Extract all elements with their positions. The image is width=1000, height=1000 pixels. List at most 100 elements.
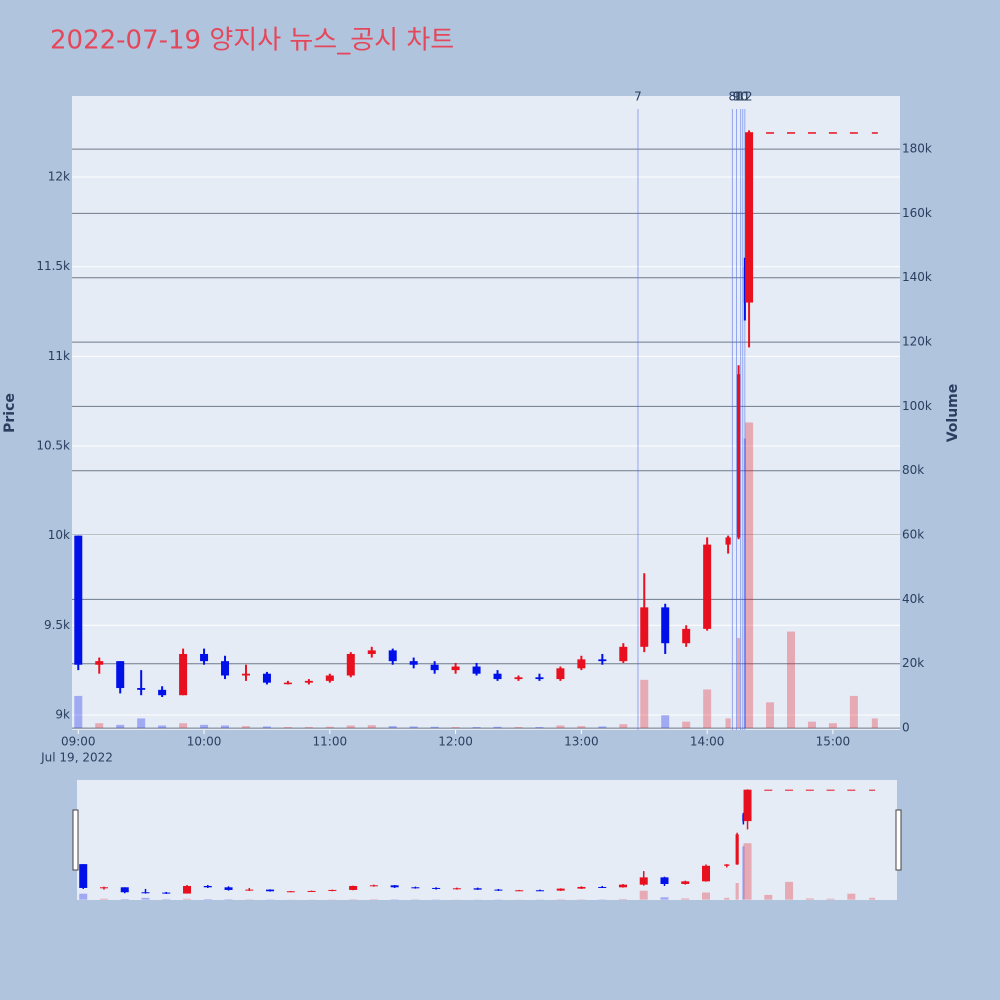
chart-title: 2022-07-19 양지사 뉴스_공시 차트	[50, 26, 454, 56]
slider-candle-body	[369, 885, 378, 887]
volume-bar	[430, 726, 439, 729]
volume-bar	[598, 726, 607, 729]
x-tick-label: 15:00	[816, 735, 851, 749]
candle-body	[849, 132, 858, 134]
news-marker-label: 7	[634, 90, 642, 104]
candle-body	[472, 666, 481, 674]
volume-bar	[871, 718, 878, 729]
candle-body	[95, 661, 104, 665]
candle-body	[828, 132, 837, 134]
slider-candle-body	[162, 892, 171, 894]
slider-candle-body	[556, 888, 565, 891]
candle-body	[262, 673, 271, 683]
slider-candle-body	[702, 865, 711, 882]
candle-body	[137, 688, 146, 690]
y-tick-label: 10.5k	[36, 438, 70, 452]
y2-tick-label: 0	[902, 721, 910, 735]
slider-candle-body	[826, 789, 835, 791]
candle-body	[493, 673, 502, 680]
candle-body	[200, 653, 209, 662]
y2-tick-label: 40k	[902, 592, 924, 606]
volume-bar	[451, 727, 460, 729]
slider-handle-right[interactable]	[895, 809, 902, 871]
slider-candle-body	[266, 889, 275, 892]
slider-candle-body	[224, 887, 233, 890]
slider-volume-bar	[141, 897, 150, 900]
slider-volume-bar	[764, 894, 773, 900]
volume-bar	[828, 723, 837, 729]
volume-bar	[158, 725, 167, 729]
candle-body	[535, 677, 544, 680]
slider-candle-body	[618, 884, 627, 888]
slider-candle-body	[598, 886, 607, 888]
slider-volume-bar	[618, 898, 627, 900]
candle-body	[388, 650, 397, 662]
candle-body	[619, 646, 628, 662]
y2-tick-label: 180k	[902, 142, 932, 156]
slider-candle-body	[141, 892, 150, 894]
y-tick-label: 11k	[48, 349, 70, 363]
volume-bar	[743, 438, 746, 729]
candle-body	[703, 544, 712, 629]
slider-candle-body	[245, 889, 254, 891]
x-date-label: Jul 19, 2022	[40, 751, 113, 765]
slider-volume-bar	[660, 897, 669, 900]
volume-bar	[95, 723, 104, 729]
slider-candle-body	[473, 888, 482, 890]
slider-volume-bar	[99, 898, 108, 900]
slider-volume-bar	[79, 893, 88, 900]
slider-candle-body	[328, 889, 337, 891]
plot-area	[72, 96, 900, 730]
volume-bar	[766, 702, 775, 729]
news-marker-label: 11	[735, 90, 750, 104]
slider-volume-bar	[681, 898, 690, 900]
y2-tick-label: 100k	[902, 399, 932, 413]
volume-bar	[283, 727, 292, 729]
volume-bar	[262, 726, 271, 729]
slider-candle-body	[681, 881, 690, 884]
x-tick-label: 10:00	[187, 735, 222, 749]
volume-bar	[221, 725, 230, 729]
slider-candle-body	[869, 789, 876, 791]
volume-bar	[535, 727, 544, 729]
slider-volume-bar	[869, 897, 876, 900]
slider-handle-left[interactable]	[72, 809, 79, 871]
candle-body	[577, 659, 586, 669]
y-tick-label: 9k	[55, 707, 70, 721]
slider-candle-body	[660, 877, 669, 884]
candle-body	[346, 653, 355, 676]
y2-tick-label: 80k	[902, 463, 924, 477]
slider-volume-bar	[639, 890, 648, 900]
x-tick-label: 12:00	[438, 735, 473, 749]
candle-body	[221, 661, 230, 676]
volume-bar	[577, 726, 586, 729]
slider-candle-body	[411, 887, 420, 889]
candle-body	[304, 680, 313, 683]
candle-body	[725, 537, 731, 545]
x-tick-label: 11:00	[313, 735, 348, 749]
slider-candle-body	[535, 890, 544, 892]
slider-candle-body	[432, 887, 441, 889]
y-tick-label: 11.5k	[36, 259, 70, 273]
volume-bar	[472, 727, 481, 729]
volume-bar	[849, 695, 858, 729]
y2-tick-label: 160k	[902, 206, 932, 220]
volume-bar	[179, 723, 188, 729]
slider-candle-body	[203, 885, 212, 888]
volume-bar	[786, 631, 795, 729]
range-slider[interactable]	[77, 780, 897, 900]
slider-volume-bar	[702, 892, 711, 900]
slider-candle-body	[452, 888, 461, 890]
volume-bar	[725, 718, 731, 729]
slider-volume-bar	[785, 881, 794, 900]
candle-body	[871, 132, 878, 134]
volume-bar	[200, 724, 209, 729]
candle-body	[325, 675, 334, 681]
slider-volume-bar	[742, 846, 745, 900]
slider-candle-body	[120, 887, 129, 893]
slider-candle-body	[307, 890, 316, 892]
slider-volume-bar	[203, 899, 212, 900]
volume-bar	[493, 726, 502, 729]
volume-bar	[745, 422, 754, 729]
slider-volume-bar	[120, 899, 129, 900]
